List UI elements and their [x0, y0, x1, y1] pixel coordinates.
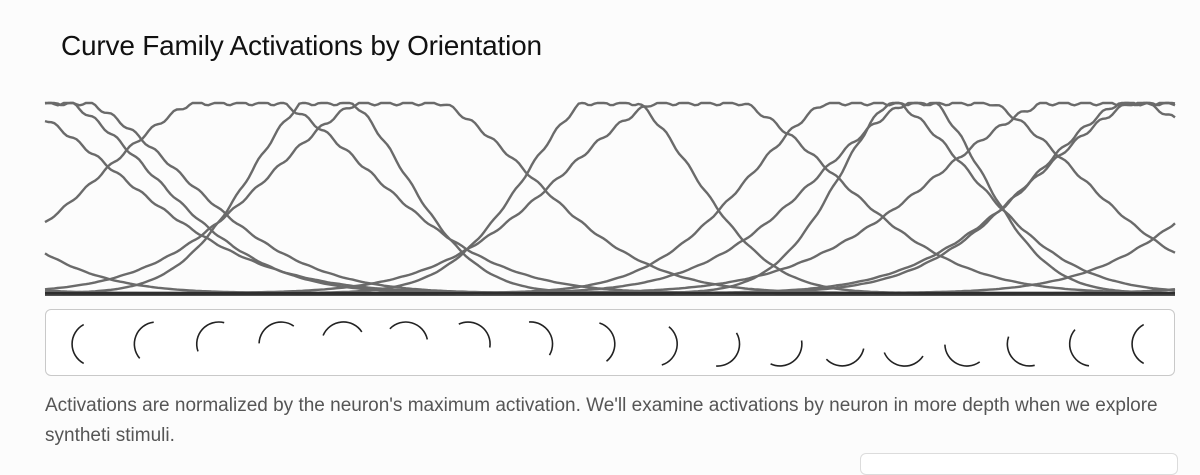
stimulus-curve — [458, 321, 491, 348]
stimulus-curve — [944, 344, 981, 367]
stimulus-curve — [1068, 329, 1090, 367]
stimulus-curve — [1131, 323, 1145, 365]
stimulus-curve — [195, 321, 225, 352]
stimulus-curve — [599, 322, 616, 362]
chart-caption: Activations are normalized by the neuron… — [45, 395, 1158, 446]
activation-curves-chart — [44, 101, 1176, 296]
stimulus-curve — [133, 321, 154, 359]
stimulus-curve — [258, 321, 295, 344]
next-figure-edge — [860, 453, 1178, 475]
activation-curve — [44, 101, 1176, 295]
stimulus-curve — [661, 326, 678, 366]
stimulus-strip — [45, 309, 1175, 376]
stimulus-curve — [322, 321, 363, 336]
activation-curve — [45, 101, 1175, 295]
chart-title: Curve Family Activations by Orientation — [61, 30, 542, 61]
stimulus-curve — [716, 332, 741, 367]
stimulus-curve — [528, 321, 554, 356]
stimulus-curve — [770, 340, 803, 367]
stimulus-curve — [389, 321, 429, 340]
stimulus-curve — [1006, 336, 1035, 367]
stimulus-curve — [883, 352, 924, 367]
stimulus-curve — [825, 348, 865, 367]
activation-curve — [44, 101, 1176, 295]
stimulus-arcs — [71, 321, 1145, 367]
stimulus-curve — [71, 323, 85, 365]
